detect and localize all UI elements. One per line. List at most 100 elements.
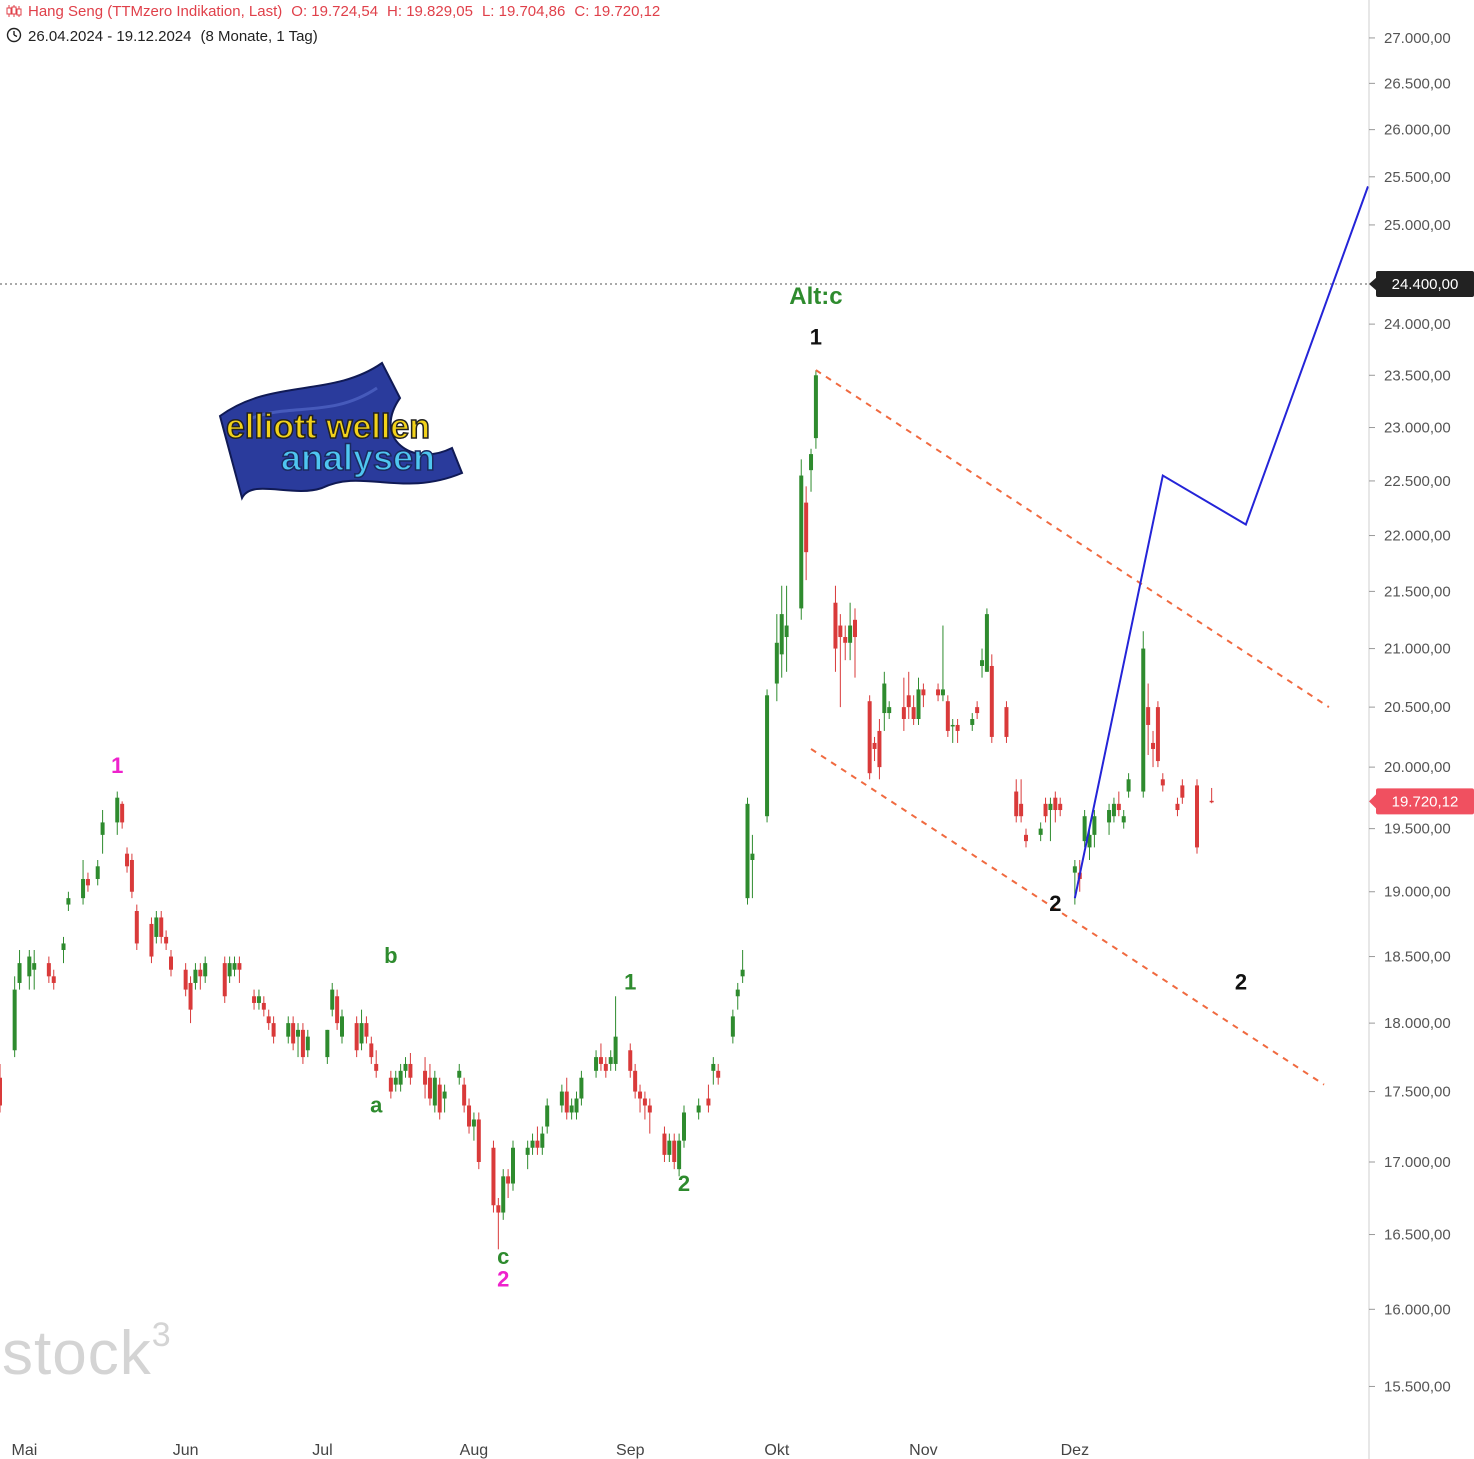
candle-body: [530, 1140, 535, 1148]
candle-body: [716, 1070, 721, 1078]
candle-body: [256, 996, 261, 1003]
y-tick-label: 18.000,00: [1384, 1015, 1451, 1032]
candle-body: [730, 1016, 735, 1037]
candle: [1087, 828, 1092, 860]
candle-body: [203, 963, 208, 977]
candle-body: [232, 963, 237, 970]
candle-body: [911, 707, 916, 719]
candle-body: [579, 1077, 584, 1099]
candle: [511, 1140, 515, 1191]
clock-icon: [6, 27, 22, 43]
reference-tag: [1376, 270, 1474, 297]
price-axis: 27.000,00 26.500,00 26.000,00 25.500,00 25.0…: [1368, 0, 1474, 1459]
candle: [598, 1043, 603, 1071]
candle-body: [125, 853, 130, 867]
candle: [340, 1009, 344, 1044]
candle-body: [1048, 803, 1053, 811]
candle: [1107, 803, 1112, 835]
candle: [564, 1077, 569, 1120]
candle: [169, 949, 173, 977]
candle-body: [325, 1029, 330, 1058]
candle: [809, 448, 814, 492]
candle-body: [154, 917, 159, 937]
candle: [984, 608, 989, 672]
candle-body: [813, 375, 818, 439]
candle: [1116, 791, 1121, 817]
candle: [437, 1077, 442, 1120]
candle-body: [32, 963, 37, 970]
y-tick-label: 16.000,00: [1384, 1301, 1451, 1318]
candle-body: [750, 853, 755, 860]
candle-body: [735, 989, 740, 997]
candle: [149, 917, 154, 964]
candle-body: [100, 822, 105, 835]
candle: [125, 847, 130, 873]
candle-body: [1111, 803, 1116, 817]
candle: [134, 904, 139, 950]
candle: [252, 989, 257, 1010]
candle: [530, 1133, 535, 1155]
candle: [81, 859, 86, 905]
candle-body: [95, 866, 100, 879]
candle: [261, 996, 266, 1017]
candlestick-icon: [6, 5, 22, 17]
y-tick-label: 15.500,00: [1384, 1378, 1451, 1395]
last-price-pointer: [1369, 793, 1377, 810]
candle-body: [261, 1002, 266, 1010]
candle: [911, 695, 916, 725]
candle-body: [672, 1140, 677, 1162]
candle-body: [877, 730, 882, 768]
y-tick-label: 27.000,00: [1384, 30, 1451, 47]
candle: [745, 797, 750, 905]
candle-body: [506, 1176, 511, 1184]
candle-body: [603, 1063, 608, 1071]
candle: [603, 1057, 608, 1078]
candle: [1082, 810, 1087, 848]
candle-body: [467, 1105, 472, 1127]
candle-body: [476, 1119, 481, 1162]
candle-body: [398, 1070, 403, 1085]
candle-body: [696, 1105, 701, 1113]
candle-body: [882, 683, 887, 714]
candle: [237, 956, 242, 983]
candle: [335, 989, 340, 1030]
wave-label: a: [370, 1092, 383, 1117]
candle: [779, 585, 784, 678]
candle: [1121, 810, 1126, 829]
candle-body: [955, 724, 960, 731]
candle-body: [330, 989, 335, 1010]
x-month-label: Sep: [616, 1442, 645, 1459]
candle-body: [227, 963, 232, 977]
candle-body: [183, 969, 188, 990]
candle: [730, 1009, 735, 1044]
candle: [330, 982, 335, 1017]
candle-body: [169, 956, 173, 970]
candle: [496, 1197, 501, 1250]
candle: [46, 956, 51, 983]
candle-body: [1058, 803, 1063, 811]
candle: [66, 891, 71, 912]
candle: [442, 1084, 447, 1113]
candle-body: [266, 1016, 271, 1024]
candle: [535, 1126, 540, 1155]
candle-body: [711, 1063, 716, 1071]
candle-body: [134, 911, 139, 944]
ohlc-open: O: 19.724,54: [291, 3, 379, 20]
candle: [1038, 822, 1043, 842]
candle-body: [1195, 785, 1199, 848]
candle-body: [408, 1063, 413, 1078]
candle: [393, 1070, 398, 1092]
y-tick-label: 18.500,00: [1384, 949, 1451, 966]
instrument-header: Hang Seng (TTMzero Indikation, Last) O: 1…: [6, 3, 669, 20]
candle-body: [901, 707, 906, 719]
stock3-watermark: stock3: [2, 1316, 172, 1388]
wave-label: 2: [1235, 970, 1247, 995]
candle-body: [457, 1070, 462, 1078]
candle-body: [120, 803, 125, 823]
candle-body: [525, 1147, 530, 1155]
candle-body: [843, 637, 848, 643]
candle-body: [540, 1133, 545, 1148]
projection-path: [1073, 186, 1369, 899]
